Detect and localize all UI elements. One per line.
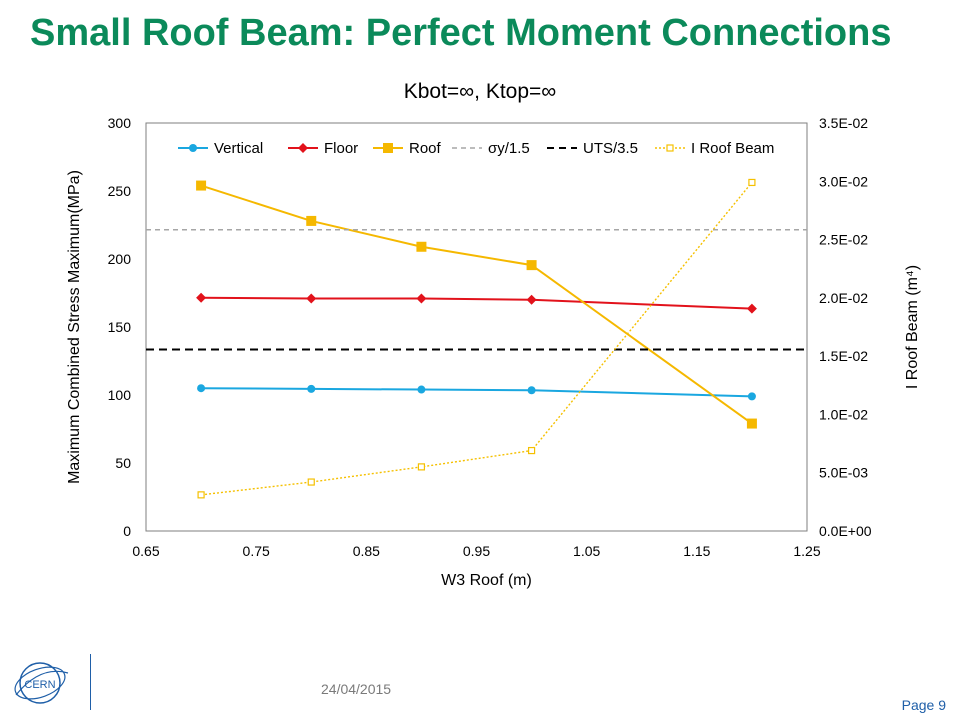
x-tick-label: 0.75: [243, 543, 270, 559]
data-point-vertical: [197, 384, 206, 393]
data-point-i-roof-beam: [527, 446, 536, 455]
footer-date: 24/04/2015: [321, 681, 392, 697]
series-line-vertical: [201, 387, 752, 398]
x-tick-label: 0.85: [353, 543, 380, 559]
legend-label-roof: Roof: [409, 140, 442, 157]
data-point-roof: [526, 260, 537, 271]
y-tick-label: 0: [123, 523, 131, 539]
y2-tick-label: 3.0E-02: [819, 173, 868, 189]
y2-tick-label: 3.5E-02: [819, 115, 868, 131]
y-tick-label: 100: [108, 387, 132, 403]
y2-tick-label: 0.0E+00: [819, 523, 872, 539]
x-tick-label: 1.15: [683, 543, 710, 559]
data-point-floor: [746, 303, 757, 314]
page-number: Page 9: [901, 697, 946, 713]
data-point-floor: [416, 293, 427, 304]
legend-label-uts-3-5: UTS/3.5: [583, 140, 638, 157]
data-point-vertical: [417, 385, 426, 394]
legend-marker-vertical: [189, 144, 197, 152]
plot-frame: [145, 122, 808, 532]
data-point-i-roof-beam: [197, 491, 205, 499]
y-tick-label: 300: [108, 115, 132, 131]
legend-marker-i-roof-beam: [666, 144, 674, 152]
x-tick-label: 1.25: [793, 543, 820, 559]
x-axis-label: W3 Roof (m): [441, 572, 532, 589]
y2-axis-label: I Roof Beam (m⁴): [904, 265, 921, 389]
y2-tick-label: 2.5E-02: [819, 232, 868, 248]
legend-label-vertical: Vertical: [214, 140, 263, 157]
y-tick-label: 250: [108, 183, 132, 199]
data-point-roof: [196, 180, 207, 191]
y-tick-label: 200: [108, 251, 132, 267]
data-point-i-roof-beam: [417, 463, 426, 471]
y2-tick-label: 5.0E-03: [819, 465, 868, 481]
legend-label-i-roof-beam: I Roof Beam: [691, 140, 774, 157]
cern-logo: CERN: [10, 655, 88, 711]
legend-marker-roof: [383, 143, 393, 153]
series-line-i-roof-beam: [201, 182, 753, 496]
data-point-roof: [306, 215, 317, 226]
data-point-floor: [306, 293, 317, 304]
data-point-floor: [526, 294, 537, 305]
y-tick-label: 150: [108, 319, 132, 335]
logo-divider: [90, 654, 91, 710]
x-tick-label: 0.65: [132, 543, 159, 559]
y2-tick-label: 1.5E-02: [819, 348, 868, 364]
data-point-vertical: [747, 392, 756, 401]
data-point-roof: [416, 241, 427, 252]
y2-tick-label: 2.0E-02: [819, 290, 868, 306]
cern-logo-text: CERN: [24, 679, 55, 691]
x-tick-label: 1.05: [573, 543, 600, 559]
legend-label-floor: Floor: [324, 140, 358, 157]
data-point-i-roof-beam: [307, 478, 315, 486]
y-axis-label: Maximum Combined Stress Maximum(MPa): [66, 170, 83, 484]
chart-title: Kbot=∞, Ktop=∞: [404, 80, 557, 103]
y-tick-label: 50: [115, 455, 131, 471]
slide-title: Small Roof Beam: Perfect Moment Connecti…: [30, 12, 892, 54]
x-tick-label: 0.95: [463, 543, 490, 559]
data-point-roof: [746, 418, 757, 429]
data-point-floor: [196, 292, 207, 303]
series-line-floor: [201, 296, 752, 310]
legend-label-y-1-5: σy/1.5: [488, 140, 530, 157]
data-point-i-roof-beam: [748, 178, 756, 187]
data-point-vertical: [307, 384, 316, 393]
data-point-vertical: [527, 386, 536, 395]
y2-tick-label: 1.0E-02: [819, 406, 868, 422]
legend-marker-floor: [298, 143, 308, 153]
stress-chart: Kbot=∞, Ktop=∞ 0 50 100 150 200 250 300 0.0E+00 5…: [66, 80, 921, 589]
